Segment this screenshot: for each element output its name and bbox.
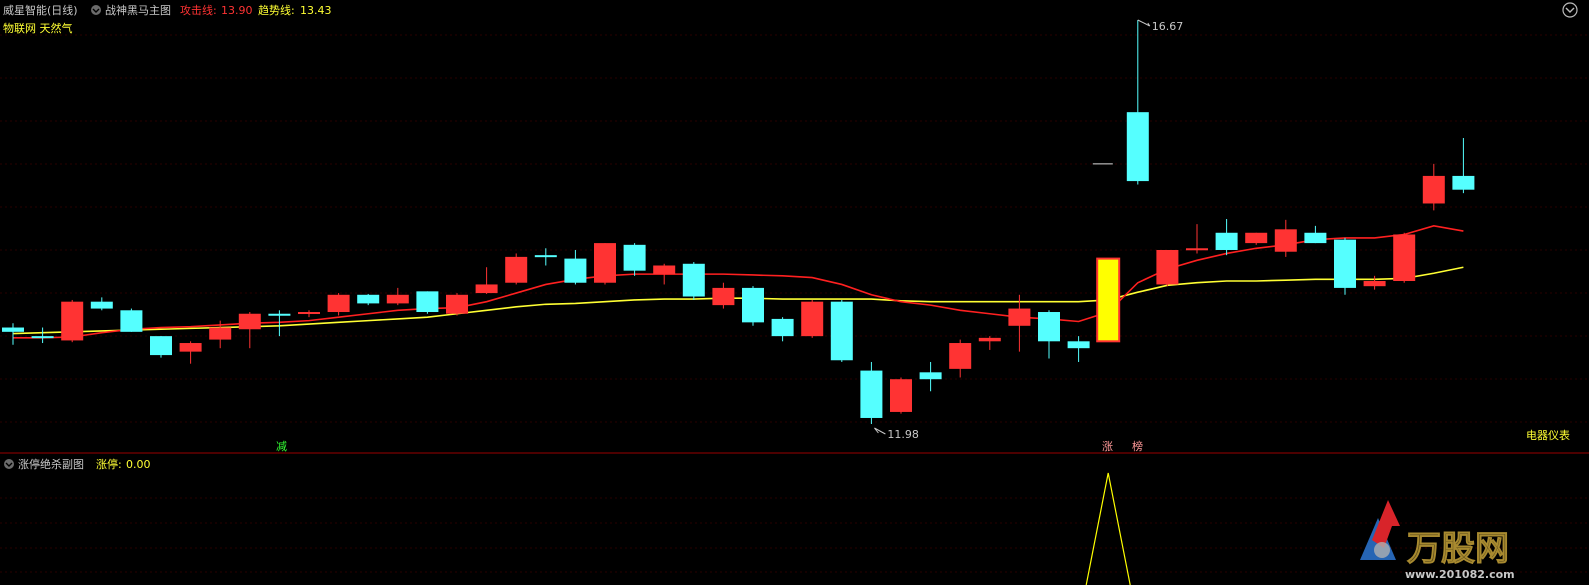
candle-body — [1126, 112, 1149, 182]
watermark-site: www.201082.com — [1405, 568, 1515, 581]
indicator-selector[interactable] — [91, 5, 101, 15]
candle-body — [978, 337, 1001, 342]
candle-body — [919, 372, 942, 380]
candle-body — [298, 312, 320, 315]
candle-body — [1067, 341, 1090, 349]
candle-body — [534, 255, 557, 258]
candle-body — [1393, 234, 1416, 282]
candle-body — [1008, 308, 1031, 326]
candle-body — [1363, 281, 1386, 287]
candle-body — [416, 291, 439, 313]
candle-body — [1245, 232, 1268, 244]
price-annotations: 16.67 11.98 — [874, 19, 1184, 441]
concept-tags: 物联网 天然气 — [3, 21, 73, 35]
candle-body — [90, 301, 113, 309]
candle-body — [1156, 249, 1179, 285]
candle-body — [1274, 229, 1297, 252]
sub-indicator-selector[interactable] — [4, 459, 14, 469]
sub-indicator-value: 0.00 — [126, 458, 151, 471]
low-arrow-icon — [874, 427, 886, 435]
candle-body — [327, 294, 350, 313]
candle-body — [1422, 175, 1445, 204]
candle-body — [2, 327, 24, 332]
candle-body — [653, 265, 676, 275]
high-price-label: 16.67 — [1152, 20, 1184, 33]
panel-settings-button[interactable] — [1562, 2, 1578, 18]
candle-body — [742, 287, 764, 323]
trend-line-value: 13.43 — [300, 4, 332, 17]
candle-body — [120, 310, 143, 332]
candle-body — [712, 287, 735, 306]
watermark-logo: 万股网 www.201082.com — [1360, 500, 1515, 581]
candle-body — [1304, 232, 1327, 244]
sub-chevron-icon[interactable] — [4, 459, 14, 469]
candle-body — [179, 343, 202, 352]
candle-body — [268, 313, 291, 316]
candle-body — [386, 294, 409, 304]
candle-body — [1038, 312, 1060, 342]
high-arrow-icon — [1137, 19, 1151, 27]
sector-label: 电器仪表 — [1526, 428, 1570, 442]
stock-title: 威星智能(日线) — [3, 3, 78, 17]
settings-icon[interactable] — [1562, 2, 1578, 18]
candle-body — [623, 244, 646, 271]
signal-mark-zhang: 涨 — [1102, 440, 1113, 453]
candle-body — [564, 258, 587, 283]
attack-line-value: 13.90 — [221, 4, 253, 17]
candle-body — [801, 301, 824, 337]
candle-body — [61, 301, 84, 341]
limit-up-signal-line — [1085, 472, 1131, 585]
sub-indicator-label: 涨停: — [96, 457, 122, 471]
candle-body — [594, 243, 616, 283]
candle-body — [682, 263, 705, 297]
watermark-brand: 万股网 — [1407, 529, 1509, 569]
candle-body — [150, 336, 172, 356]
candle-body — [209, 327, 232, 340]
candle-body — [830, 301, 853, 361]
indicator-name: 战神黑马主图 — [105, 3, 171, 17]
candles — [2, 20, 1475, 424]
candle-body — [446, 294, 468, 314]
candle-body — [1215, 232, 1238, 250]
candle-body — [771, 318, 794, 337]
sub-indicator-name: 涨停绝杀副图 — [18, 457, 84, 471]
sub-grid — [0, 497, 1589, 573]
candle-body — [890, 379, 912, 412]
signal-mark-jian: 减 — [276, 440, 287, 453]
candle-body — [357, 294, 380, 304]
candle-body — [475, 284, 498, 294]
attack-line-label: 攻击线: — [180, 3, 217, 17]
candle-body — [949, 343, 972, 369]
signal-mark-bang: 榜 — [1132, 439, 1143, 453]
candle-body — [1096, 257, 1121, 343]
indicator-chevron-icon[interactable] — [91, 5, 101, 15]
low-price-label: 11.98 — [887, 428, 919, 441]
candle-body — [31, 336, 54, 339]
candle-body — [1334, 239, 1356, 288]
candle-body — [1452, 175, 1475, 190]
candle-body — [1186, 248, 1208, 251]
price-grid — [0, 34, 1589, 423]
candle-body — [860, 370, 883, 418]
trend-line-label: 趋势线: — [258, 3, 295, 17]
candle-body — [238, 313, 261, 330]
candle-body — [505, 256, 528, 283]
